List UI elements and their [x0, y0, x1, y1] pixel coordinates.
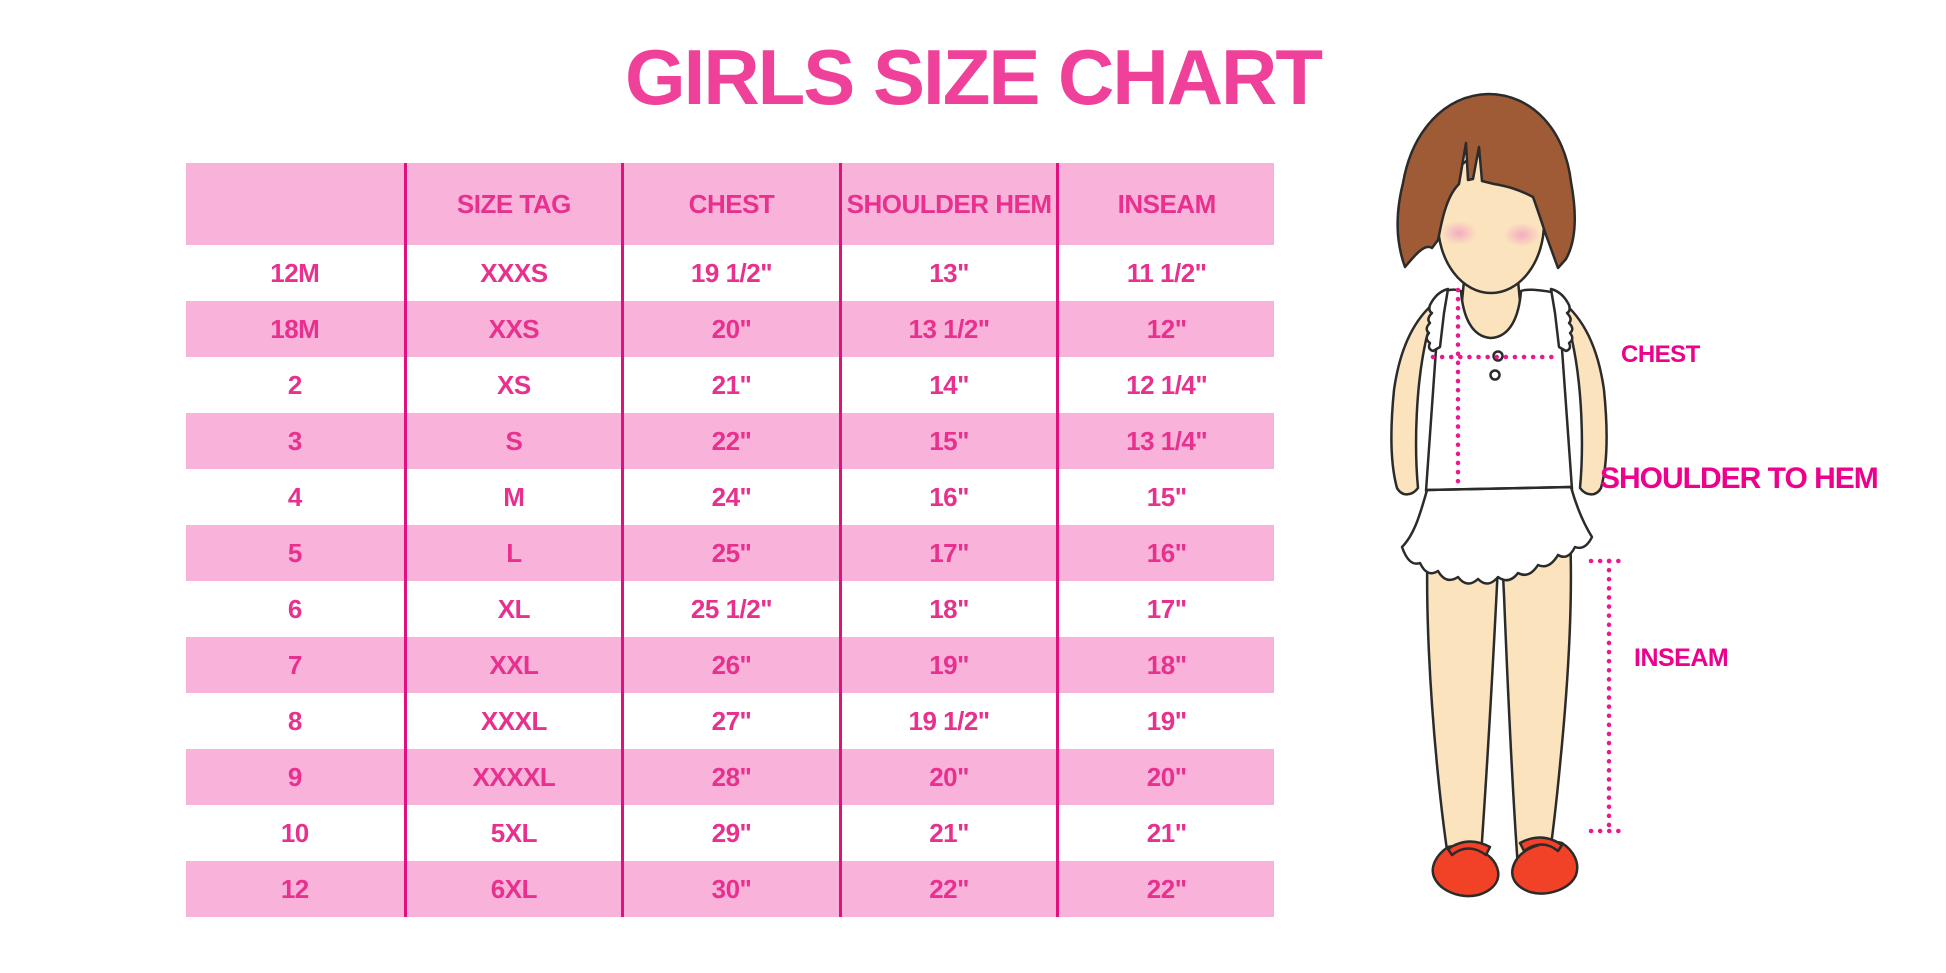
table-cell: 5XL: [403, 805, 622, 861]
table-cell: 18": [838, 581, 1057, 637]
girl-right-leg: [1499, 531, 1573, 875]
table-cell: 15": [1056, 469, 1274, 525]
header-cell: INSEAM: [1056, 163, 1274, 245]
girl-button-bottom: [1489, 369, 1501, 381]
table-cell: 30": [621, 861, 839, 917]
table-cell: L: [403, 525, 622, 581]
table-row: 12M XXXS 19 1/2" 13" 11 1/2": [186, 245, 1274, 301]
table-header-row: SIZE TAG CHEST SHOULDER HEM INSEAM: [186, 163, 1274, 245]
table-row: 18M XXS 20" 13 1/2" 12": [186, 301, 1274, 357]
table-cell: 6XL: [403, 861, 622, 917]
table-cell: 17": [1056, 581, 1274, 637]
table-row: 8 XXXL 27" 19 1/2" 19": [186, 693, 1274, 749]
table-row: 3 S 22" 15" 13 1/4": [186, 413, 1274, 469]
table-cell: 19 1/2": [621, 245, 839, 301]
shoulder-to-hem-label: SHOULDER TO HEM: [1600, 462, 1879, 495]
size-table: SIZE TAG CHEST SHOULDER HEM INSEAM 12M XXXS 1…: [186, 163, 1274, 917]
table-cell: 21": [621, 357, 839, 413]
header-cell: SIZE TAG: [403, 163, 622, 245]
table-cell: 10: [280, 817, 309, 848]
table-cell: 16": [1056, 525, 1274, 581]
table-row: 5 L 25" 17" 16": [186, 525, 1274, 581]
table-cell: 17": [838, 525, 1057, 581]
table-cell: 29": [621, 805, 839, 861]
header-cell: CHEST: [621, 163, 839, 245]
table-row: 10 5XL 29" 21" 21": [186, 805, 1274, 861]
table-cell: 26": [621, 637, 839, 693]
table-cell: 15": [838, 413, 1057, 469]
table-cell: 2: [287, 369, 302, 400]
table-row: 12 6XL 30" 22" 22": [186, 861, 1274, 917]
table-cell: 12 1/4": [1056, 357, 1274, 413]
page-title: GIRLS SIZE CHART: [624, 33, 1323, 121]
table-cell: 13 1/2": [838, 301, 1057, 357]
table-cell: 24": [621, 469, 839, 525]
table-cell: 12M: [270, 257, 320, 288]
table-cell: XL: [403, 581, 622, 637]
table-cell: 13": [838, 245, 1057, 301]
table-cell: XS: [403, 357, 622, 413]
table-cell: 25 1/2": [621, 581, 839, 637]
header-cell: [186, 163, 404, 245]
table-cell: 18": [1056, 637, 1274, 693]
table-cell: XXXL: [403, 693, 622, 749]
table-cell: M: [403, 469, 622, 525]
table-cell: XXL: [403, 637, 622, 693]
table-cell: 28": [621, 749, 839, 805]
table-cell: 13 1/4": [1056, 413, 1274, 469]
table-cell: 8: [287, 705, 302, 736]
table-cell: 18M: [270, 313, 320, 344]
girl-left-leg: [1425, 533, 1502, 877]
table-cell: 7: [287, 649, 302, 680]
table-cell: 19": [838, 637, 1057, 693]
girl-illustration: [1390, 92, 1622, 898]
table-cell: 20": [838, 749, 1057, 805]
table-row: 7 XXL 26" 19" 18": [186, 637, 1274, 693]
table-cell: XXXS: [403, 245, 622, 301]
girl-left-ruffle: [1425, 287, 1450, 353]
table-cell: XXXXL: [403, 749, 622, 805]
table-cell: 3: [287, 425, 302, 456]
table-cell: 20": [1056, 749, 1274, 805]
table-cell: S: [403, 413, 622, 469]
table-row: 9 XXXXL 28" 20" 20": [186, 749, 1274, 805]
table-cell: 21": [838, 805, 1057, 861]
table-cell: 19": [1056, 693, 1274, 749]
girl-shoes: [1431, 836, 1579, 898]
table-cell: 22": [838, 861, 1057, 917]
girl-right-ruffle: [1549, 287, 1574, 353]
table-cell: 21": [1056, 805, 1274, 861]
table-row: 4 M 24" 16" 15": [186, 469, 1274, 525]
table-cell: 14": [838, 357, 1057, 413]
table-row: 6 XL 25 1/2" 18" 17": [186, 581, 1274, 637]
girl-skirt: [1400, 485, 1594, 585]
table-cell: 20": [621, 301, 839, 357]
table-cell: 12": [1056, 301, 1274, 357]
table-cell: 11 1/2": [1056, 245, 1274, 301]
table-cell: 22": [1056, 861, 1274, 917]
table-cell: 12: [280, 873, 309, 904]
table-cell: 9: [287, 761, 302, 792]
header-cell: SHOULDER HEM: [838, 163, 1057, 245]
table-row: 2 XS 21" 14" 12 1/4": [186, 357, 1274, 413]
table-cell: 16": [838, 469, 1057, 525]
table-cell: XXS: [403, 301, 622, 357]
table-cell: 6: [287, 593, 302, 624]
table-cell: 27": [621, 693, 839, 749]
chest-label: CHEST: [1621, 341, 1700, 368]
girl-blush-left: [1441, 221, 1477, 245]
table-cell: 5: [287, 537, 302, 568]
inseam-label: INSEAM: [1634, 644, 1729, 672]
table-cell: 19 1/2": [838, 693, 1057, 749]
table-cell: 22": [621, 413, 839, 469]
girl-hair: [1396, 92, 1576, 270]
table-cell: 4: [287, 481, 302, 512]
table-cell: 25": [621, 525, 839, 581]
girl-blush-right: [1504, 223, 1540, 247]
